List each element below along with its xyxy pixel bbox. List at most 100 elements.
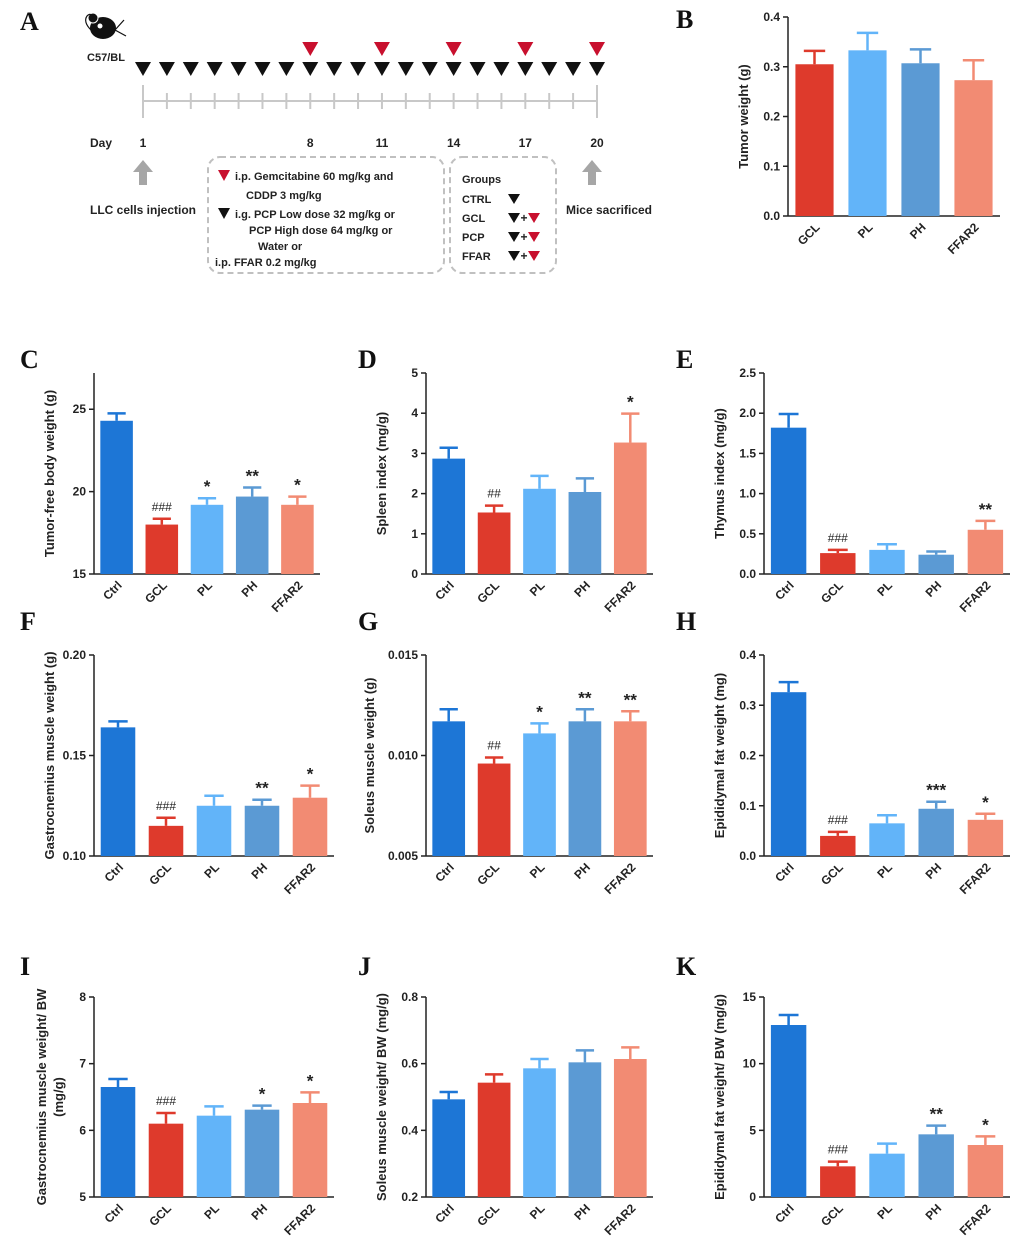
black-dose-marker-icon — [565, 62, 582, 76]
bar — [770, 692, 807, 856]
chart-j: J 0.2 0.4 0.6 0.8 Soleus muscle weight/ BW (m… — [358, 952, 653, 1238]
y-tick-label: 0.010 — [388, 749, 418, 763]
x-tick-label: FFAR2 — [602, 860, 639, 897]
black-dose-marker-icon — [493, 62, 510, 76]
bar — [770, 1025, 807, 1197]
bar — [918, 808, 954, 856]
panel-label: E — [676, 345, 693, 374]
day-tick-labels: 1 8 11 14 17 20 — [140, 136, 604, 150]
bar — [613, 1059, 647, 1197]
y-tick-label: 0.5 — [739, 527, 756, 541]
bar — [848, 50, 887, 216]
timeline — [142, 85, 598, 118]
significance-label: * — [294, 476, 301, 495]
y-tick-label: 6 — [79, 1123, 86, 1137]
bar — [901, 63, 940, 216]
group-name: FFAR — [462, 251, 491, 263]
sacrifice-label: Mice sacrificed — [566, 203, 652, 217]
bar — [477, 763, 511, 856]
y-axis-label: Epididymal fat weight/ BW (mg/g) — [712, 994, 727, 1200]
bar — [954, 80, 993, 217]
group-plus-sign: + — [520, 211, 527, 225]
x-tick-label: Ctrl — [432, 860, 457, 885]
panel-label: B — [676, 5, 693, 34]
y-tick-label: 1.5 — [739, 446, 756, 460]
bar — [918, 554, 954, 574]
x-tick-label: PL — [874, 578, 895, 599]
y-tick-label: 5 — [411, 366, 418, 380]
black-triangle-icon — [508, 213, 520, 223]
black-dose-marker-icon — [517, 62, 534, 76]
y-tick-label: 0.0 — [739, 849, 756, 863]
day-tick-label: 1 — [140, 136, 147, 150]
significance-label: ## — [487, 739, 501, 753]
bar — [967, 1145, 1004, 1197]
panel-label: A — [20, 7, 39, 36]
bar — [869, 823, 905, 856]
x-tick-label: PL — [527, 578, 548, 599]
panel-a-schematic: A C57/BL Day 1 8 11 14 17 20 LLC cells inject… — [20, 7, 652, 274]
groups-legend-box — [449, 156, 557, 274]
black-dose-marker-icon — [135, 62, 151, 76]
black-dose-marker-icon — [445, 62, 462, 76]
x-tick-label: GCL — [818, 1201, 846, 1229]
y-axis-label: Tumor weight (g) — [736, 64, 751, 168]
bar — [523, 733, 556, 856]
y-tick-label: 10 — [743, 1057, 757, 1071]
black-dose-marker-icon — [254, 62, 271, 76]
x-tick-label: FFAR2 — [602, 578, 639, 615]
panel-label: H — [676, 607, 696, 636]
x-tick-label: GCL — [795, 220, 823, 248]
chart-d: D 0 1 2 3 4 5 Spleen index (mg/g) Ctrl ## GCL PL PH *… — [358, 345, 653, 615]
x-tick-label: GCL — [818, 860, 846, 888]
bar — [820, 1166, 856, 1197]
treatment-legend-box — [207, 156, 445, 274]
injection-label: LLC cells injection — [90, 203, 196, 217]
significance-label: ### — [156, 1094, 176, 1108]
panel-label: F — [20, 607, 36, 636]
x-tick-label: PL — [874, 1201, 895, 1222]
bar — [196, 1115, 232, 1197]
y-tick-label: 0 — [411, 567, 418, 581]
bar — [869, 549, 905, 574]
y-tick-label: 0.0 — [763, 209, 780, 223]
chart-h: H 0.0 0.1 0.2 0.3 0.4 Epididymal fat weight (m… — [676, 607, 1010, 897]
x-tick-label: FFAR2 — [281, 1201, 318, 1238]
x-tick-label: PL — [527, 860, 548, 881]
injection-arrow-icon — [133, 160, 153, 185]
chart-b: B 0.0 0.1 0.2 0.3 0.4 Tumor weight (g) GCL PL PH F… — [676, 5, 1000, 257]
panel-label: I — [20, 952, 30, 981]
bar — [432, 458, 466, 574]
day-tick-label: 11 — [376, 136, 389, 150]
x-tick-label: PL — [201, 1201, 222, 1222]
group-plus-sign: + — [520, 249, 527, 263]
y-tick-label: 15 — [73, 567, 87, 581]
legend-line: i.p. FFAR 0.2 mg/kg — [215, 257, 316, 269]
y-tick-label: 0.15 — [63, 749, 87, 763]
x-tick-label: Ctrl — [432, 578, 457, 603]
groups-list: CTRL GCL + PCP + FFAR + — [462, 194, 540, 263]
y-tick-label: 5 — [79, 1190, 86, 1204]
bar — [145, 524, 179, 574]
x-tick-label: FFAR2 — [602, 1201, 639, 1238]
x-tick-label: GCL — [474, 578, 502, 606]
y-axis-label: Epididymal fat weight (mg) — [712, 673, 727, 838]
red-triangle-icon — [218, 170, 230, 181]
bar — [869, 1153, 905, 1197]
group-name: CTRL — [462, 194, 492, 206]
panel-label: D — [358, 345, 377, 374]
x-tick-label: PH — [923, 578, 945, 600]
black-dose-marker-icon — [350, 62, 367, 76]
chart-g: G 0.005 0.010 0.015 Soleus muscle weight (g)… — [358, 607, 653, 897]
y-tick-label: 0.2 — [739, 749, 756, 763]
significance-label: * — [204, 477, 211, 496]
black-dose-marker-icon — [158, 62, 175, 76]
significance-label: ** — [624, 690, 638, 709]
group-name: PCP — [462, 232, 485, 244]
group-name: GCL — [462, 213, 486, 225]
significance-label: ** — [246, 467, 260, 486]
black-dose-marker-icon — [589, 62, 605, 76]
x-tick-label: PL — [201, 860, 222, 881]
chart-f: F 0.10 0.15 0.20 Gastrocnemius muscle weight… — [20, 607, 334, 897]
